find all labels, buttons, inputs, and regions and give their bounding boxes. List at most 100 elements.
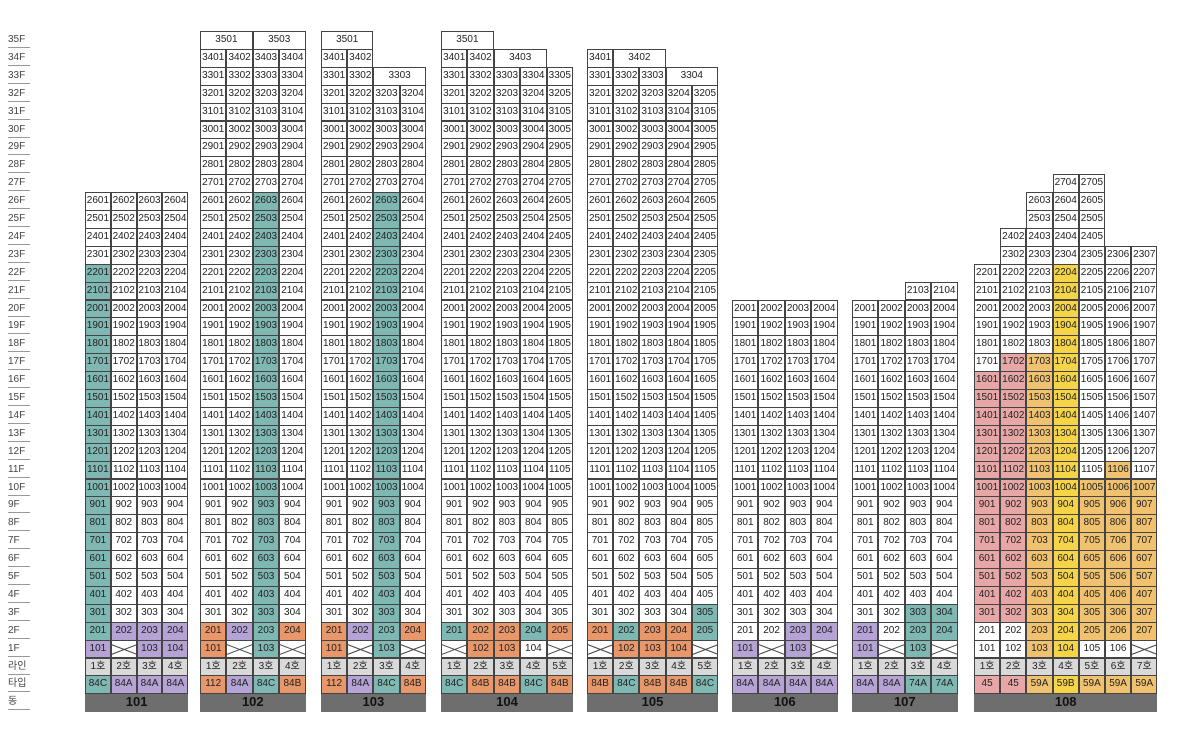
unit-cell: 505 (1078, 568, 1105, 587)
unit-cell: 1903 (136, 317, 163, 337)
unit-cell: 1807 (1131, 335, 1158, 355)
type-label: 84A (758, 675, 785, 695)
unit-cell: 2902 (613, 138, 640, 158)
unit-cell: 1003 (1026, 478, 1053, 498)
unit-cell: 2602 (467, 192, 494, 211)
unit-cell: 204 (811, 621, 838, 641)
unit-cell: 704 (162, 532, 189, 552)
unit-cell: 901 (200, 496, 227, 516)
unit-cell: 2502 (110, 210, 137, 229)
unit-cell: 804 (162, 514, 189, 534)
unit-cell: 1701 (321, 353, 348, 373)
unit-cell: 1703 (493, 353, 521, 373)
unit-cell: 3302 (467, 66, 494, 86)
unit-cell: 3205 (691, 84, 718, 104)
unit-cell: 1801 (321, 335, 348, 355)
unit-cell: 404 (162, 585, 189, 605)
unit-cell: 2001 (200, 299, 227, 319)
line-label: 4호 (279, 657, 306, 677)
unit-cell: 602 (878, 550, 905, 569)
unit-cell: 402 (613, 585, 640, 605)
type-label: 59A (1078, 675, 1105, 695)
unit-cell: 504 (279, 568, 306, 587)
unit-cell: 2005 (691, 299, 718, 319)
unit-cell: 1201 (852, 442, 879, 462)
unit-cell: 903 (1026, 496, 1053, 516)
unit-cell: 605 (1078, 550, 1105, 569)
unit-cell: 1403 (1026, 406, 1053, 426)
unit-cell: 302 (110, 603, 137, 623)
unit-cell: 3302 (347, 66, 374, 86)
unit-cell: 904 (399, 496, 426, 516)
unit-cell: 903 (252, 496, 280, 516)
unit-cell: 1504 (520, 389, 547, 408)
unit-cell: 404 (931, 585, 958, 605)
unit-cell: 1004 (162, 478, 189, 498)
unit-cell: 3302 (613, 66, 640, 86)
unit-cell: 1502 (758, 389, 785, 408)
unit-cell: 1904 (279, 317, 306, 337)
unit-cell: 1001 (587, 478, 614, 498)
unit-cell: 1403 (639, 406, 666, 426)
unit-cell: 1204 (811, 442, 838, 462)
unit-cell: 2303 (136, 245, 163, 265)
unit-cell: 2705 (1078, 174, 1105, 194)
unit-cell: 2405 (691, 227, 718, 247)
unit-cell: 2306 (1105, 245, 1132, 265)
unit-cell: 504 (399, 568, 426, 587)
unit-cell: 2805 (691, 156, 718, 176)
unit-cell: 1504 (279, 389, 306, 408)
unit-cell: 303 (639, 603, 666, 623)
floor-label: 1F (8, 641, 30, 657)
unit-cell: 1802 (226, 335, 253, 355)
unit-cell: 3202 (347, 84, 374, 104)
building-name: 103 (321, 694, 426, 713)
unit-cell: 1202 (758, 442, 785, 462)
unit-cell: 503 (784, 568, 812, 587)
unit-cell: 2303 (639, 245, 666, 265)
floor-label: 10F (8, 480, 30, 496)
unit-cell: 1604 (931, 371, 958, 390)
unit-cell: 2902 (226, 138, 253, 158)
unit-cell (399, 639, 426, 659)
unit-cell: 2302 (1000, 245, 1027, 265)
unit-cell: 1504 (665, 389, 692, 408)
unit-cell: 1604 (811, 371, 838, 390)
unit-cell: 902 (1000, 496, 1027, 516)
unit-cell: 2901 (200, 138, 227, 158)
unit-cell: 3304 (665, 66, 718, 86)
unit-cell: 2403 (373, 227, 400, 247)
unit-cell: 3403 (252, 48, 280, 68)
unit-cell: 304 (399, 603, 426, 623)
line-label: 1호 (200, 657, 227, 677)
unit-cell: 2101 (974, 281, 1001, 301)
type-label: 84C (85, 675, 111, 695)
unit-cell: 905 (1078, 496, 1105, 516)
unit-cell: 602 (1000, 550, 1027, 569)
unit-cell: 3201 (321, 84, 348, 104)
unit-cell: 1701 (587, 353, 614, 373)
unit-cell: 403 (136, 585, 163, 605)
unit-cell: 1802 (1000, 335, 1027, 355)
unit-cell: 3303 (639, 66, 666, 86)
unit-cell (546, 639, 573, 659)
unit-cell: 401 (587, 585, 614, 605)
unit-cell: 803 (904, 514, 932, 534)
unit-cell: 2004 (399, 299, 426, 319)
unit-cell: 2103 (252, 281, 280, 301)
unit-cell: 2901 (321, 138, 348, 158)
unit-cell: 601 (85, 550, 111, 569)
unit-cell: 2504 (279, 210, 306, 229)
unit-cell: 2304 (399, 245, 426, 265)
unit-cell: 1702 (226, 353, 253, 373)
unit-cell: 2207 (1131, 263, 1158, 283)
unit-cell: 801 (200, 514, 227, 534)
floor-label: 14F (8, 408, 30, 424)
unit-cell: 2404 (279, 227, 306, 247)
unit-cell: 104 (1052, 639, 1079, 659)
floor-label: 16F (8, 372, 30, 389)
unit-cell: 201 (441, 621, 468, 641)
unit-cell: 303 (373, 603, 400, 623)
unit-cell: 2205 (546, 263, 573, 283)
unit-cell: 1301 (587, 424, 614, 444)
